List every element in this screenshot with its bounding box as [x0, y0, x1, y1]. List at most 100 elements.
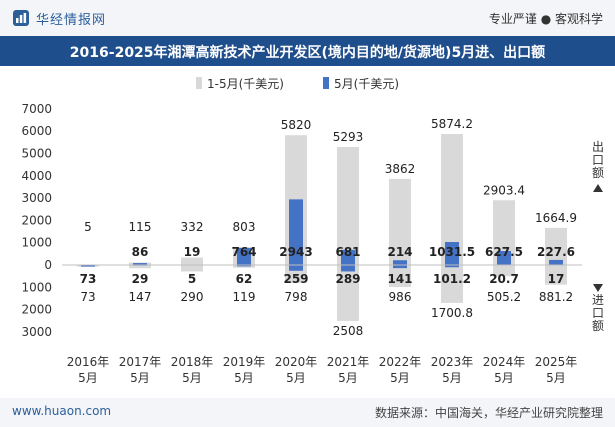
bar-import-ytd: [441, 265, 463, 303]
label-import-ytd: 986: [389, 290, 412, 304]
chart: 1-5月(千美元) 5月(千美元) 57373115862914733219529…: [21, 77, 582, 385]
brand-name[interactable]: 华经情报网: [36, 13, 107, 28]
y-tick-label: 5000: [21, 147, 52, 161]
y-tick-label: 1000: [21, 280, 52, 294]
bar-import-month: [237, 265, 251, 267]
legend: 1-5月(千美元) 5月(千美元): [196, 77, 399, 91]
x-tick-label: 2020年 5月: [275, 355, 318, 385]
label-export-month: 627.5: [485, 245, 523, 259]
y-tick-label: 4000: [21, 169, 52, 183]
label-export-ytd: 1664.9: [535, 211, 577, 225]
label-import-month: 259: [283, 272, 308, 286]
data-labels: 5 73 73 115 86 29 147 332 19 5 290 803 764 62 119 5820 2…: [80, 117, 577, 338]
label-export-month: 86: [132, 245, 149, 259]
bar-import-month: [393, 265, 407, 269]
label-import-month: 141: [387, 272, 412, 286]
label-export-ytd: 115: [129, 220, 152, 234]
x-tick-label: 2024年 5月: [483, 355, 526, 385]
export-axis-label: 出口额: [591, 140, 604, 180]
label-export-ytd: 5: [84, 220, 92, 234]
label-export-month: 19: [184, 245, 201, 259]
label-export-month: 2943: [279, 245, 312, 259]
label-import-ytd: 147: [129, 290, 152, 304]
bar-export-ytd: [181, 257, 203, 265]
label-import-ytd: 2508: [333, 324, 364, 338]
x-tick-label: 2016年 5月: [67, 355, 110, 385]
label-export-month: 227.6: [537, 245, 575, 259]
label-import-ytd: 290: [181, 290, 204, 304]
bar-import-month: [81, 265, 95, 267]
bar-export-ytd: [493, 200, 515, 265]
bar-import-month: [341, 265, 355, 272]
site-url[interactable]: www.huaon.com: [12, 404, 112, 418]
bar-export-month: [549, 259, 563, 265]
label-import-ytd: 505.2: [487, 290, 521, 304]
legend-label: 5月(千美元): [334, 77, 399, 91]
bar-export-month: [393, 260, 407, 265]
y-tick-label: 2000: [21, 213, 52, 227]
y-tick-label: 1000: [21, 236, 52, 250]
y-tick-label: 3000: [21, 325, 52, 339]
bar-import-ytd: [337, 265, 359, 321]
x-tick-label: 2019年 5月: [223, 355, 266, 385]
bar-export-month: [237, 247, 251, 265]
legend-swatch: [323, 77, 329, 89]
title-bar: 2016-2025年湘潭高新技术产业开发区(境内目的地/货源地)5月进、出口额: [0, 36, 615, 66]
tagline: 专业严谨 ● 客观科学: [488, 12, 603, 26]
label-export-ytd: 5874.2: [431, 117, 473, 131]
y-tick-label: 6000: [21, 124, 52, 138]
label-export-ytd: 2903.4: [483, 183, 525, 197]
bar-import-ytd: [493, 265, 515, 277]
label-import-ytd: 119: [233, 290, 256, 304]
label-import-ytd: 73: [80, 290, 95, 304]
legend-swatch: [196, 77, 202, 89]
y-axis: 3000 2000 1000 0 1000 2000 3000 4000 5000 6000 700…: [21, 102, 52, 339]
y-tick-label: 7000: [21, 102, 52, 116]
footer: www.huaon.com 数据来源：中国海关，华经产业研究院整理: [0, 398, 615, 427]
bar-export-month: [497, 251, 511, 265]
label-export-ytd: 332: [181, 220, 204, 234]
x-tick-label: 2022年 5月: [379, 355, 422, 385]
label-export-month: 764: [231, 245, 256, 259]
label-import-month: 17: [548, 272, 565, 286]
x-axis: 2016年 5月 2017年 5月 2018年 5月 2019年 5月 2020年 5月 2021年…: [67, 355, 578, 385]
y-tick-label: 0: [44, 258, 52, 272]
top-bar: 华经情报网 专业严谨 ● 客观科学: [0, 0, 615, 36]
bars: [62, 134, 582, 321]
x-tick-label: 2025年 5月: [535, 355, 578, 385]
y-tick-label: 3000: [21, 191, 52, 205]
bar-export-ytd: [389, 178, 411, 265]
logo-icon: [13, 10, 29, 26]
bar-import-ytd: [129, 265, 151, 269]
bar-export-month: [289, 199, 303, 265]
bar-import-ytd: [181, 265, 203, 272]
bar-import-ytd: [389, 265, 411, 287]
x-tick-label: 2018年 5月: [171, 355, 214, 385]
label-export-month: 214: [387, 245, 412, 259]
bar-export-month: [445, 241, 459, 265]
import-axis-label: 进口额: [591, 293, 604, 333]
bar-export-month: [341, 249, 355, 265]
label-import-month: 101.2: [433, 272, 471, 286]
label-import-month: 289: [335, 272, 360, 286]
x-tick-label: 2021年 5月: [327, 355, 370, 385]
arrow-down-icon: [593, 284, 603, 292]
bar-export-ytd: [337, 146, 359, 265]
label-import-month: 29: [132, 272, 149, 286]
y-tick-label: 2000: [21, 303, 52, 317]
bar-export-month: [133, 263, 147, 265]
label-import-ytd: 881.2: [539, 290, 573, 304]
bar-import-month: [445, 265, 459, 268]
label-import-month: 20.7: [489, 272, 519, 286]
label-export-ytd: 5820: [281, 118, 312, 132]
x-tick-label: 2023年 5月: [431, 355, 474, 385]
label-import-month: 62: [236, 272, 253, 286]
label-export-month: 681: [335, 245, 360, 259]
label-export-ytd: 3862: [385, 162, 416, 176]
label-import-ytd: 1700.8: [431, 306, 473, 320]
label-export-month: 1031.5: [429, 245, 475, 259]
arrow-up-icon: [593, 184, 603, 192]
label-import-month: 73: [80, 272, 97, 286]
data-source: 数据来源：中国海关，华经产业研究院整理: [374, 406, 603, 420]
